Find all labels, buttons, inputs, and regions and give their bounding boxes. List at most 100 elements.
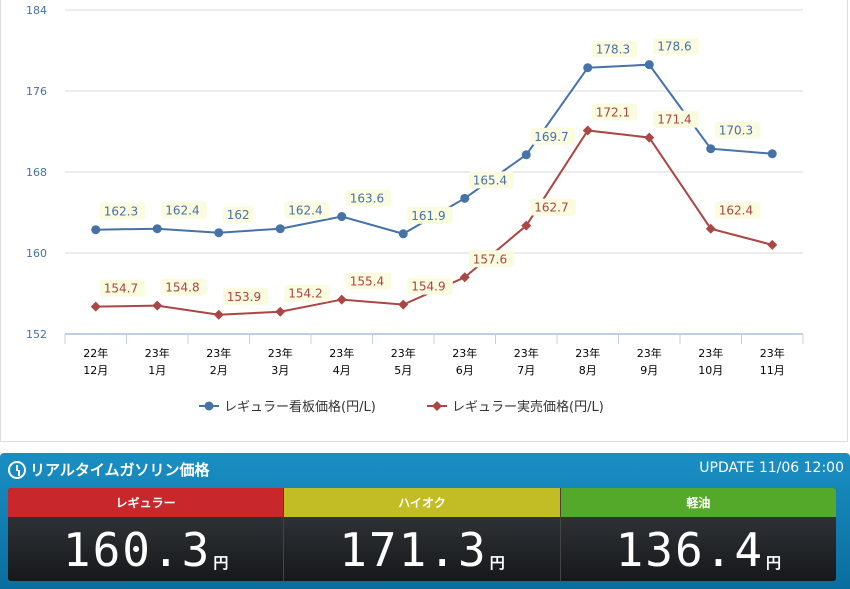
data-point xyxy=(337,212,347,222)
panel-title-text: リアルタイムガソリン価格 xyxy=(30,461,210,479)
data-label-bg xyxy=(468,250,515,268)
data-point xyxy=(90,301,101,312)
data-label: 154.7 xyxy=(104,282,138,296)
data-label-bg xyxy=(653,110,699,128)
data-label: 162.4 xyxy=(288,204,322,218)
price-unit: 円 xyxy=(766,554,782,572)
x-tick-label: 23年 xyxy=(452,346,477,360)
data-point xyxy=(336,294,347,305)
data-label: 157.6 xyxy=(473,252,507,266)
x-tick-label: 5月 xyxy=(394,364,412,377)
x-tick-label: 23年 xyxy=(760,346,785,360)
data-label-bg xyxy=(591,103,638,121)
data-label-bg xyxy=(222,205,254,223)
data-point xyxy=(459,272,470,283)
y-tick-label: 160 xyxy=(26,247,47,260)
data-label: 163.6 xyxy=(350,192,384,206)
data-label: 154.2 xyxy=(288,287,322,301)
price-diesel: 軽油 136.4 円 xyxy=(560,488,836,581)
data-label-bg xyxy=(161,201,207,219)
data-label: 155.4 xyxy=(350,275,384,289)
data-point xyxy=(705,223,716,234)
data-point xyxy=(398,299,409,310)
data-label-bg xyxy=(99,202,146,220)
data-label: 162.3 xyxy=(104,205,138,219)
data-label-bg xyxy=(161,278,207,296)
x-tick-label: 23年 xyxy=(575,346,600,360)
data-label-bg xyxy=(714,121,761,139)
data-point xyxy=(582,125,593,136)
price-value: 160.3 xyxy=(62,523,212,577)
clock-icon xyxy=(8,460,26,479)
data-label: 161.9 xyxy=(411,209,445,223)
realtime-price-panel: リアルタイムガソリン価格 UPDATE 11/06 12:00 レギュラー 160… xyxy=(0,453,850,589)
price-value: 136.4 xyxy=(615,523,765,577)
data-label-bg xyxy=(530,127,576,145)
fuel-label: レギュラー xyxy=(8,488,284,517)
legend-marker xyxy=(432,401,442,411)
x-tick-label: 23年 xyxy=(329,346,354,360)
data-label: 162 xyxy=(227,208,250,222)
legend-marker xyxy=(204,401,214,411)
data-label-bg xyxy=(407,206,453,224)
x-tick-label: 6月 xyxy=(456,364,474,377)
data-label: 162.4 xyxy=(165,204,199,218)
data-point xyxy=(767,239,778,250)
data-label: 170.3 xyxy=(719,124,753,138)
data-label: 154.9 xyxy=(411,280,445,294)
fuel-label: 軽油 xyxy=(560,488,836,517)
x-tick-label: 7月 xyxy=(517,364,535,377)
data-point xyxy=(91,225,101,235)
x-tick-label: 9月 xyxy=(640,364,658,377)
data-point xyxy=(214,228,224,238)
x-tick-label: 23年 xyxy=(391,346,416,360)
price-unit: 円 xyxy=(213,554,229,572)
price-regular: レギュラー 160.3 円 xyxy=(8,488,285,581)
x-tick-label: 1月 xyxy=(148,364,166,377)
data-point xyxy=(275,224,285,234)
x-tick-label: 23年 xyxy=(514,346,539,360)
x-tick-label: 12月 xyxy=(83,364,108,377)
y-tick-label: 168 xyxy=(26,166,47,179)
data-point xyxy=(213,309,224,320)
data-label-bg xyxy=(530,198,576,216)
data-label-bg xyxy=(99,279,146,297)
x-tick-label: 23年 xyxy=(698,346,723,360)
data-point xyxy=(644,132,655,143)
data-point xyxy=(398,229,408,239)
data-point xyxy=(521,150,531,160)
legend-label: レギュラー実売価格(円/L) xyxy=(452,399,604,415)
data-point xyxy=(583,63,593,73)
x-tick-label: 23年 xyxy=(145,346,170,360)
fuel-label: ハイオク xyxy=(284,488,560,517)
x-tick-label: 22年 xyxy=(83,346,108,360)
data-label: 165.4 xyxy=(473,173,507,187)
data-label-bg xyxy=(591,40,638,58)
data-label: 178.3 xyxy=(596,43,630,57)
data-point xyxy=(706,144,716,154)
data-label: 154.8 xyxy=(165,281,199,295)
y-tick-label: 176 xyxy=(26,85,47,98)
data-label: 171.4 xyxy=(657,113,691,127)
price-value: 171.3 xyxy=(339,523,488,577)
data-label-bg xyxy=(468,171,515,189)
y-tick-label: 152 xyxy=(26,328,47,341)
data-label-bg xyxy=(345,272,392,290)
price-highoctane: ハイオク 171.3 円 xyxy=(284,488,561,581)
x-tick-label: 23年 xyxy=(268,346,293,360)
data-label: 162.4 xyxy=(719,204,753,218)
data-label-bg xyxy=(345,189,392,207)
data-point xyxy=(521,220,532,231)
update-time: UPDATE 11/06 12:00 xyxy=(699,460,844,476)
data-point xyxy=(152,224,162,234)
data-point xyxy=(460,193,470,203)
chart-svg: 152 160 168 176 184 22年 12月 23年 1月 23年 2月 23年 3月 23年 4… xyxy=(26,4,804,415)
x-tick-label: 8月 xyxy=(579,364,597,377)
data-label: 169.7 xyxy=(534,130,568,144)
price-chart: 152 160 168 176 184 22年 12月 23年 1月 23年 2月 23年 3月 23年 4… xyxy=(0,0,848,442)
data-label: 153.9 xyxy=(227,290,261,304)
x-tick-label: 23年 xyxy=(637,346,662,360)
x-tick-label: 4月 xyxy=(333,364,351,377)
data-label-bg xyxy=(714,201,761,219)
x-tick-label: 11月 xyxy=(760,364,785,377)
